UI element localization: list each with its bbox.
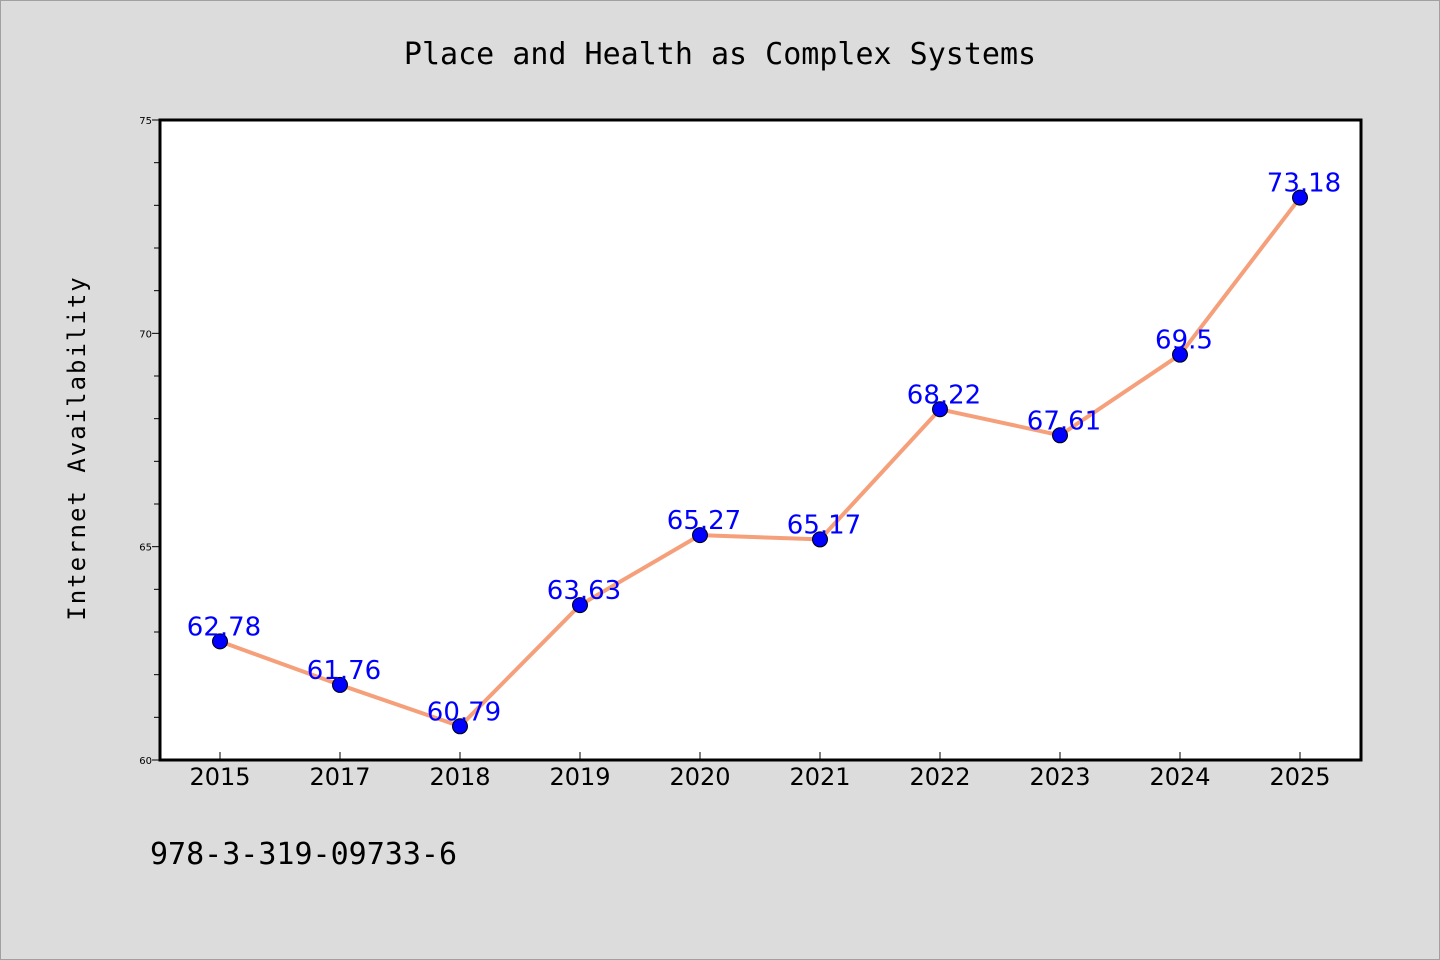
- plot-frame: [158, 118, 1363, 762]
- data-point-2024: [1172, 346, 1188, 363]
- data-label-2018: 60.79: [427, 697, 501, 727]
- y-tick-label: 75: [139, 116, 152, 127]
- x-tick-label: 2015: [189, 763, 250, 791]
- data-label-2020: 65.27: [667, 506, 741, 536]
- chart-title: Place and Health as Complex Systems: [404, 37, 1036, 72]
- data-point-2021: [812, 531, 828, 548]
- data-point-2025: [1292, 189, 1308, 206]
- y-axis-ticks: 60 65 70 75: [139, 116, 160, 767]
- x-tick-label: 2025: [1269, 763, 1330, 791]
- data-point-2018: [452, 718, 468, 735]
- data-point-2022: [932, 401, 948, 418]
- data-point-2023: [1052, 427, 1068, 444]
- footer-isbn: 978-3-319-09733-6: [150, 837, 457, 872]
- x-tick-label: 2021: [789, 763, 850, 791]
- series-line: [218, 195, 1302, 729]
- data-label-2021: 65.17: [787, 510, 861, 540]
- data-markers: [212, 189, 1308, 735]
- data-label-2024: 69.5: [1155, 326, 1213, 356]
- data-label-2015: 62.78: [187, 612, 261, 642]
- data-point-2020: [692, 527, 708, 544]
- data-label-2019: 63.63: [547, 576, 621, 606]
- data-label-2025: 73.18: [1267, 169, 1341, 199]
- y-tick-label: 65: [139, 543, 152, 554]
- x-axis-ticks: 2015 2017 2018 2019 2020 2021 2022 2023 2024 2025: [189, 752, 1331, 791]
- data-label-2022: 68.22: [907, 380, 981, 410]
- plot-area: [160, 120, 1361, 760]
- data-label-2017: 61.76: [307, 656, 381, 686]
- y-axis-label: Internet Availability: [63, 275, 91, 620]
- data-point-2019: [572, 597, 588, 614]
- x-tick-label: 2020: [669, 763, 730, 791]
- data-label-2023: 67.61: [1027, 406, 1101, 436]
- x-tick-label: 2022: [909, 763, 970, 791]
- x-tick-label: 2017: [309, 763, 370, 791]
- x-tick-label: 2019: [549, 763, 610, 791]
- x-tick-label: 2018: [429, 763, 490, 791]
- data-point-2017: [332, 676, 348, 693]
- series-line-group: [218, 195, 1302, 729]
- data-point-2015: [212, 633, 228, 650]
- y-tick-label: 70: [139, 329, 152, 340]
- data-labels: 62.78 61.76 60.79 63.63 65.27 65.17 68.22 67.61…: [187, 169, 1341, 728]
- y-tick-label: 60: [139, 756, 152, 767]
- x-tick-label: 2023: [1029, 763, 1090, 791]
- x-tick-label: 2024: [1149, 763, 1210, 791]
